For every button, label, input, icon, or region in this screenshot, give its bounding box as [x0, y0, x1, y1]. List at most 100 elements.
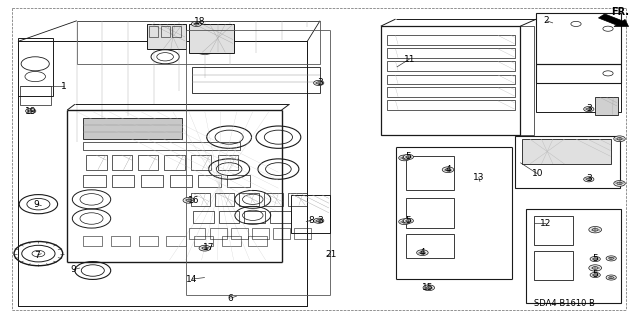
Text: 10: 10 [532, 169, 543, 178]
Bar [191, 193, 210, 206]
Bar [288, 193, 307, 206]
Bar [222, 236, 241, 246]
Circle shape [589, 265, 602, 271]
Bar [86, 155, 107, 170]
Bar [387, 48, 515, 58]
Bar [198, 175, 221, 187]
Bar [388, 101, 515, 110]
Bar [387, 75, 515, 84]
Bar [83, 118, 182, 139]
Text: 17: 17 [203, 243, 214, 252]
Bar [111, 236, 130, 246]
Circle shape [614, 136, 625, 142]
Bar [170, 175, 192, 187]
Text: FR.: FR. [611, 7, 629, 17]
Text: 19: 19 [25, 107, 36, 115]
Bar [141, 175, 163, 187]
Bar [273, 228, 290, 239]
Bar [147, 24, 186, 49]
Bar [387, 87, 515, 97]
Bar [387, 100, 515, 110]
Bar [289, 193, 307, 205]
Bar [165, 155, 184, 170]
Text: 13: 13 [473, 173, 484, 182]
Bar [387, 61, 515, 71]
Text: 12: 12 [540, 219, 552, 228]
Bar [406, 234, 454, 258]
Circle shape [442, 167, 454, 173]
Text: 14: 14 [186, 275, 198, 284]
Bar [515, 136, 620, 188]
Circle shape [589, 226, 602, 233]
Bar [388, 75, 515, 84]
Circle shape [614, 181, 625, 186]
Text: 3: 3 [317, 216, 323, 225]
Bar [112, 175, 134, 187]
Text: 9: 9 [71, 265, 76, 274]
Circle shape [403, 154, 413, 160]
Bar [191, 193, 209, 205]
Bar [194, 236, 213, 246]
Circle shape [26, 108, 36, 114]
Text: SDA4-B1610 B: SDA4-B1610 B [534, 299, 595, 308]
Bar [219, 211, 239, 223]
Bar [520, 26, 534, 135]
Text: 5: 5 [406, 216, 411, 225]
Circle shape [199, 245, 211, 251]
Text: 7: 7 [35, 251, 40, 260]
Bar [264, 193, 282, 205]
Bar [189, 228, 205, 239]
Bar [536, 13, 621, 64]
Bar [215, 193, 234, 206]
Text: 11: 11 [404, 55, 415, 63]
Bar [172, 26, 181, 37]
Bar [189, 24, 234, 53]
Bar [20, 86, 51, 105]
Circle shape [399, 155, 410, 161]
Text: 3: 3 [586, 174, 591, 183]
Bar [381, 26, 520, 135]
Bar [388, 88, 515, 97]
Text: 5: 5 [593, 254, 598, 263]
Bar [210, 228, 227, 239]
Bar [387, 35, 515, 45]
Bar [218, 155, 237, 170]
Circle shape [584, 107, 594, 112]
Text: 2: 2 [544, 16, 549, 25]
Bar [218, 155, 238, 170]
Bar [138, 155, 158, 170]
Bar [294, 228, 311, 239]
Bar [270, 211, 291, 223]
Text: 15: 15 [422, 283, 433, 292]
Circle shape [606, 256, 616, 261]
Circle shape [191, 21, 202, 26]
Circle shape [606, 275, 616, 280]
Text: 16: 16 [188, 196, 199, 205]
Circle shape [590, 256, 600, 262]
Bar [248, 236, 267, 246]
Bar [595, 97, 618, 115]
Bar [193, 211, 214, 223]
Text: 8: 8 [309, 216, 314, 225]
Circle shape [590, 272, 600, 278]
Bar [83, 236, 102, 246]
FancyArrow shape [598, 14, 628, 26]
Bar [166, 236, 186, 246]
Text: 4: 4 [445, 165, 451, 174]
Bar [139, 236, 158, 246]
Bar [112, 155, 132, 170]
Bar [189, 24, 233, 52]
Bar [406, 198, 454, 228]
Bar [596, 98, 617, 115]
Bar [406, 156, 454, 190]
Bar [216, 193, 234, 205]
Bar [227, 175, 250, 187]
Bar [191, 155, 211, 170]
Bar [239, 193, 259, 206]
Bar [522, 139, 611, 164]
Text: 5: 5 [593, 270, 598, 279]
Bar [252, 228, 269, 239]
Text: 6: 6 [228, 294, 233, 303]
Circle shape [417, 250, 428, 256]
Text: 4: 4 [420, 248, 425, 256]
